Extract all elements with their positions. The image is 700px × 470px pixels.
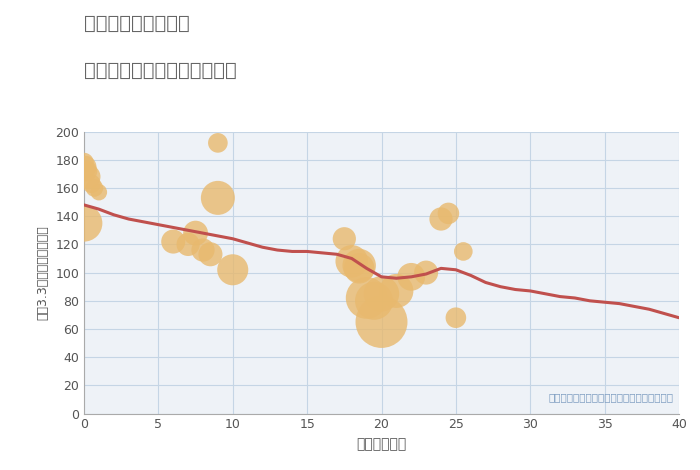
Point [354, 265, 365, 272]
Point [391, 287, 402, 295]
Point [339, 235, 350, 243]
Text: 東京都小平市回田町: 東京都小平市回田町 [84, 14, 190, 33]
Point [435, 215, 447, 223]
Point [78, 159, 90, 166]
Y-axis label: 坪（3.3㎡）単価（万円）: 坪（3.3㎡）単価（万円） [36, 225, 50, 320]
Point [93, 188, 104, 196]
Point [406, 273, 417, 281]
Point [212, 194, 223, 202]
Point [368, 297, 379, 305]
Point [78, 219, 90, 227]
Point [205, 251, 216, 258]
Point [421, 269, 432, 276]
Point [212, 139, 223, 147]
Point [197, 246, 209, 254]
Point [86, 180, 97, 188]
Text: 築年数別中古マンション価格: 築年数別中古マンション価格 [84, 61, 237, 80]
Point [376, 318, 387, 326]
Point [458, 248, 469, 255]
Point [450, 314, 461, 321]
Point [227, 266, 238, 274]
Point [168, 238, 179, 245]
Point [190, 229, 201, 237]
Point [183, 241, 194, 248]
Point [81, 167, 92, 175]
Point [354, 262, 365, 269]
Point [361, 294, 372, 302]
Point [89, 184, 100, 192]
Text: 円の大きさは、取引のあった物件面積を示す: 円の大きさは、取引のあった物件面積を示す [548, 392, 673, 402]
Point [376, 290, 387, 298]
Point [443, 210, 454, 217]
Point [83, 173, 94, 180]
Point [346, 258, 357, 265]
Point [80, 163, 91, 171]
X-axis label: 築年数（年）: 築年数（年） [356, 437, 407, 451]
